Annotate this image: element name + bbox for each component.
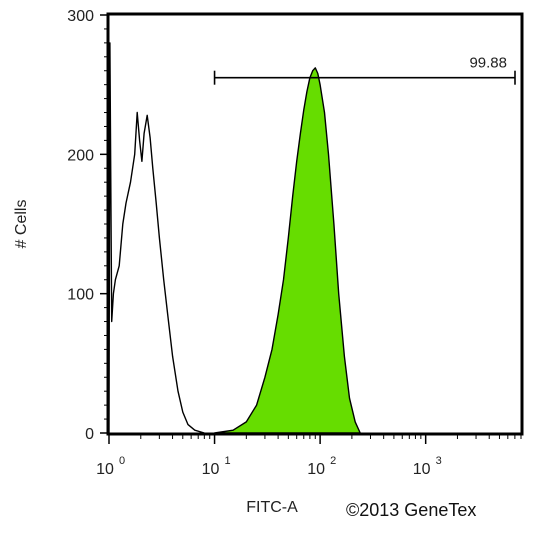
histogram-series-2 bbox=[213, 67, 361, 434]
x-tick-exponent: 2 bbox=[330, 455, 336, 467]
x-tick-label: 10 bbox=[202, 461, 220, 478]
histogram-series-1 bbox=[108, 42, 205, 434]
gate-percentage-label: 99.88 bbox=[469, 55, 507, 72]
y-tick-label: 200 bbox=[67, 147, 94, 164]
x-tick-exponent: 1 bbox=[225, 455, 231, 467]
x-tick-exponent: 0 bbox=[119, 455, 125, 467]
y-tick-label: 300 bbox=[67, 8, 94, 25]
x-tick-label: 10 bbox=[307, 461, 325, 478]
x-axis-label: FITC-A bbox=[246, 499, 298, 516]
copyright-notice: ©2013 GeneTex bbox=[346, 500, 477, 520]
x-tick-label: 10 bbox=[413, 461, 431, 478]
y-tick-label: 0 bbox=[85, 426, 94, 443]
x-tick-label: 10 bbox=[96, 461, 114, 478]
x-tick-exponent: 3 bbox=[436, 455, 442, 467]
y-axis-label: # Cells bbox=[13, 200, 30, 249]
y-tick-label: 100 bbox=[67, 287, 94, 304]
